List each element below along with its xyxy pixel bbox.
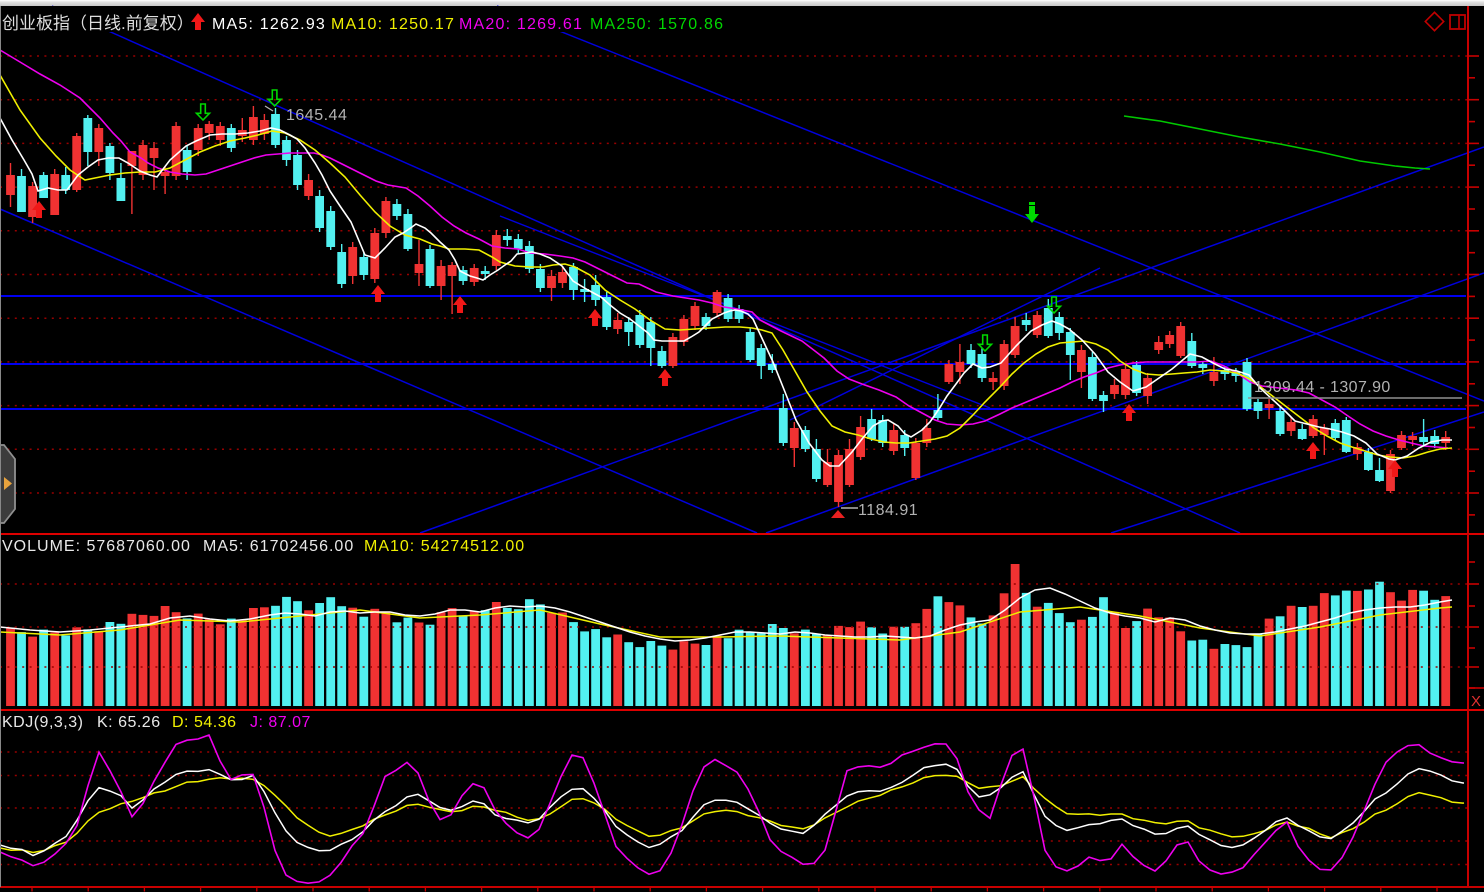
svg-text:MA10: 54274512.00: MA10: 54274512.00: [364, 538, 525, 555]
svg-text:VOLUME: 57687060.00: VOLUME: 57687060.00: [2, 538, 191, 555]
svg-text:MA5: 61702456.00: MA5: 61702456.00: [203, 538, 354, 555]
svg-text:MA5: 1262.93: MA5: 1262.93: [212, 16, 326, 33]
svg-text:D: 54.36: D: 54.36: [172, 714, 236, 731]
svg-text:K: 65.26: K: 65.26: [97, 714, 161, 731]
svg-text:创业板指（日线.前复权）: 创业板指（日线.前复权）: [2, 14, 194, 33]
svg-text:1309.44 - 1307.90: 1309.44 - 1307.90: [1254, 379, 1391, 396]
svg-text:KDJ(9,3,3): KDJ(9,3,3): [2, 714, 83, 731]
svg-text:1184.91: 1184.91: [858, 502, 918, 519]
svg-text:X: X: [1471, 693, 1481, 710]
svg-text:1645.44: 1645.44: [286, 107, 347, 124]
svg-text:MA20: 1269.61: MA20: 1269.61: [459, 16, 583, 33]
svg-text:MA250: 1570.86: MA250: 1570.86: [590, 16, 724, 33]
svg-text:MA10: 1250.17: MA10: 1250.17: [331, 16, 455, 33]
svg-text:J: 87.07: J: 87.07: [250, 714, 311, 731]
